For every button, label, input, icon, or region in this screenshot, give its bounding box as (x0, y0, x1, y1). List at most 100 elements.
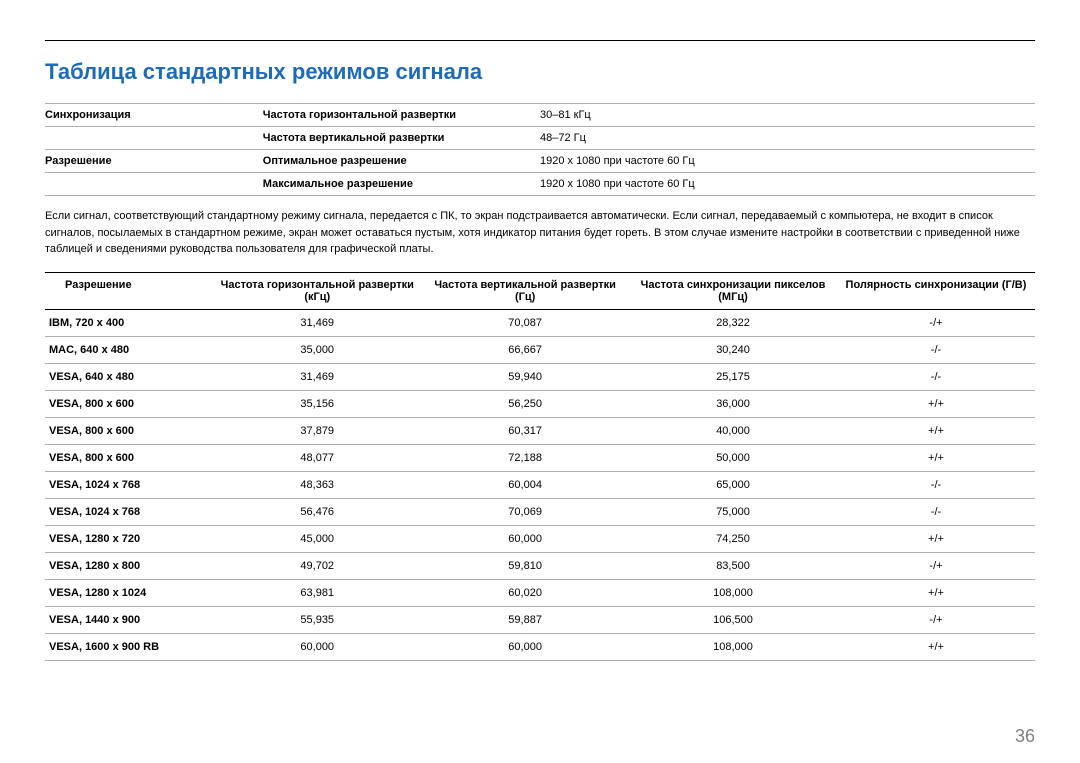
mode-value-cell: 74,250 (629, 525, 837, 552)
mode-value-cell: 31,469 (213, 309, 421, 336)
mode-value-cell: 40,000 (629, 417, 837, 444)
mode-value-cell: -/- (837, 336, 1035, 363)
mode-value-cell: -/+ (837, 552, 1035, 579)
table-row: VESA, 1280 x 80049,70259,81083,500-/+ (45, 552, 1035, 579)
mode-value-cell: 35,000 (213, 336, 421, 363)
mode-value-cell: +/+ (837, 444, 1035, 471)
mode-resolution-cell: VESA, 1600 x 900 RB (45, 633, 213, 660)
mode-value-cell: +/+ (837, 633, 1035, 660)
mode-value-cell: -/- (837, 363, 1035, 390)
mode-value-cell: 75,000 (629, 498, 837, 525)
mode-value-cell: 59,940 (421, 363, 629, 390)
mode-value-cell: 60,000 (421, 525, 629, 552)
mode-value-cell: 36,000 (629, 390, 837, 417)
table-row: VESA, 1024 x 76848,36360,00465,000-/- (45, 471, 1035, 498)
spec-value-cell: 48–72 Гц (540, 127, 1035, 150)
mode-value-cell: 30,240 (629, 336, 837, 363)
mode-value-cell: 59,810 (421, 552, 629, 579)
description-text: Если сигнал, соответствующий стандартном… (45, 208, 1035, 258)
mode-value-cell: 60,000 (213, 633, 421, 660)
mode-value-cell: 108,000 (629, 633, 837, 660)
table-row: VESA, 800 x 60048,07772,18850,000+/+ (45, 444, 1035, 471)
mode-value-cell: 83,500 (629, 552, 837, 579)
mode-value-cell: 66,667 (421, 336, 629, 363)
page-number: 36 (1015, 726, 1035, 747)
mode-value-cell: +/+ (837, 525, 1035, 552)
mode-value-cell: 65,000 (629, 471, 837, 498)
mode-value-cell: 48,363 (213, 471, 421, 498)
table-row: VESA, 1024 x 76856,47670,06975,000-/- (45, 498, 1035, 525)
mode-value-cell: 25,175 (629, 363, 837, 390)
mode-value-cell: 106,500 (629, 606, 837, 633)
mode-value-cell: 37,879 (213, 417, 421, 444)
table-row: VESA, 1280 x 72045,00060,00074,250+/+ (45, 525, 1035, 552)
mode-value-cell: 108,000 (629, 579, 837, 606)
table-row: VESA, 800 x 60037,87960,31740,000+/+ (45, 417, 1035, 444)
mode-value-cell: 55,935 (213, 606, 421, 633)
spec-row: СинхронизацияЧастота горизонтальной разв… (45, 104, 1035, 127)
top-divider (45, 40, 1035, 41)
spec-label-cell: Частота вертикальной развертки (263, 127, 540, 150)
mode-resolution-cell: VESA, 800 x 600 (45, 417, 213, 444)
modes-header-cell: Полярность синхронизации (Г/В) (837, 272, 1035, 309)
mode-resolution-cell: MAC, 640 x 480 (45, 336, 213, 363)
spec-group-cell: Разрешение (45, 150, 263, 173)
mode-resolution-cell: VESA, 640 x 480 (45, 363, 213, 390)
spec-row: РазрешениеОптимальное разрешение1920 x 1… (45, 150, 1035, 173)
spec-value-cell: 30–81 кГц (540, 104, 1035, 127)
modes-header-cell: Частота горизонтальной развертки (кГц) (213, 272, 421, 309)
page-title: Таблица стандартных режимов сигнала (45, 59, 1035, 85)
mode-value-cell: 59,887 (421, 606, 629, 633)
spec-label-cell: Оптимальное разрешение (263, 150, 540, 173)
spec-group-cell (45, 127, 263, 150)
mode-resolution-cell: VESA, 1024 x 768 (45, 498, 213, 525)
mode-value-cell: 31,469 (213, 363, 421, 390)
mode-value-cell: 49,702 (213, 552, 421, 579)
table-row: VESA, 1280 x 102463,98160,020108,000+/+ (45, 579, 1035, 606)
mode-value-cell: 70,069 (421, 498, 629, 525)
mode-value-cell: 35,156 (213, 390, 421, 417)
spec-row: Частота вертикальной развертки48–72 Гц (45, 127, 1035, 150)
spec-table: СинхронизацияЧастота горизонтальной разв… (45, 103, 1035, 196)
mode-value-cell: 50,000 (629, 444, 837, 471)
mode-value-cell: 72,188 (421, 444, 629, 471)
mode-value-cell: 60,004 (421, 471, 629, 498)
mode-value-cell: 70,087 (421, 309, 629, 336)
table-row: VESA, 1600 x 900 RB60,00060,000108,000+/… (45, 633, 1035, 660)
spec-group-cell (45, 173, 263, 196)
mode-value-cell: 45,000 (213, 525, 421, 552)
table-row: MAC, 640 x 48035,00066,66730,240-/- (45, 336, 1035, 363)
spec-value-cell: 1920 x 1080 при частоте 60 Гц (540, 173, 1035, 196)
mode-value-cell: 56,250 (421, 390, 629, 417)
mode-value-cell: -/- (837, 498, 1035, 525)
mode-value-cell: +/+ (837, 390, 1035, 417)
modes-header-cell: Разрешение (45, 272, 213, 309)
table-row: VESA, 800 x 60035,15656,25036,000+/+ (45, 390, 1035, 417)
mode-value-cell: +/+ (837, 417, 1035, 444)
table-row: IBM, 720 x 40031,46970,08728,322-/+ (45, 309, 1035, 336)
modes-table: РазрешениеЧастота горизонтальной разверт… (45, 272, 1035, 661)
mode-value-cell: 60,020 (421, 579, 629, 606)
spec-row: Максимальное разрешение1920 x 1080 при ч… (45, 173, 1035, 196)
mode-value-cell: +/+ (837, 579, 1035, 606)
mode-resolution-cell: VESA, 1280 x 720 (45, 525, 213, 552)
mode-value-cell: 56,476 (213, 498, 421, 525)
mode-value-cell: -/+ (837, 606, 1035, 633)
modes-header-cell: Частота вертикальной развертки (Гц) (421, 272, 629, 309)
mode-value-cell: -/- (837, 471, 1035, 498)
spec-value-cell: 1920 x 1080 при частоте 60 Гц (540, 150, 1035, 173)
mode-resolution-cell: VESA, 800 x 600 (45, 444, 213, 471)
mode-value-cell: -/+ (837, 309, 1035, 336)
table-row: VESA, 640 x 48031,46959,94025,175-/- (45, 363, 1035, 390)
mode-resolution-cell: VESA, 800 x 600 (45, 390, 213, 417)
spec-label-cell: Максимальное разрешение (263, 173, 540, 196)
mode-value-cell: 60,317 (421, 417, 629, 444)
spec-label-cell: Частота горизонтальной развертки (263, 104, 540, 127)
mode-value-cell: 48,077 (213, 444, 421, 471)
mode-resolution-cell: VESA, 1280 x 800 (45, 552, 213, 579)
table-row: VESA, 1440 x 90055,93559,887106,500-/+ (45, 606, 1035, 633)
mode-resolution-cell: VESA, 1280 x 1024 (45, 579, 213, 606)
mode-resolution-cell: VESA, 1440 x 900 (45, 606, 213, 633)
mode-value-cell: 28,322 (629, 309, 837, 336)
modes-header-cell: Частота синхронизации пикселов (МГц) (629, 272, 837, 309)
